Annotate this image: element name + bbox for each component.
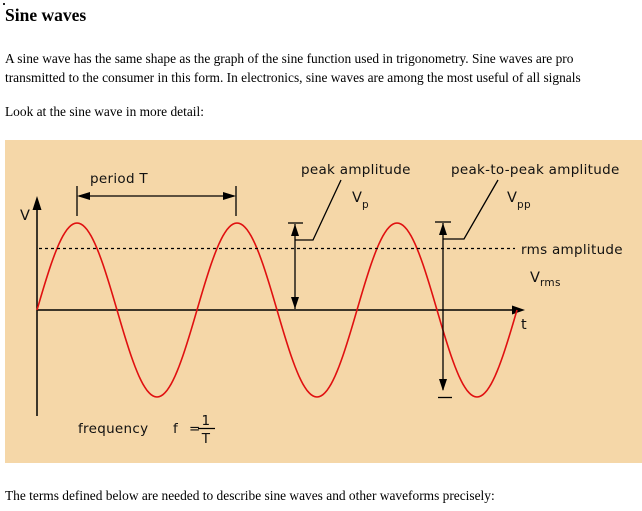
v-axis-arrow-icon — [32, 196, 42, 210]
peak-symbol-subscript: p — [362, 199, 369, 211]
stray-dot — [3, 3, 5, 5]
rms-symbol-subscript: rms — [540, 277, 561, 289]
p2p-symbol-subscript: pp — [517, 199, 531, 211]
p2p-up-arrow-icon — [439, 223, 447, 235]
p2p-symbol-base: V — [507, 190, 517, 206]
frequency-denominator: T — [201, 431, 211, 447]
intro-paragraph: A sine wave has the same shape as the gr… — [5, 49, 642, 87]
period-right-arrow-icon — [223, 192, 236, 200]
p2p-down-arrow-icon — [439, 379, 447, 391]
lead-in-text: Look at the sine wave in more detail: — [5, 104, 204, 119]
intro-paragraph-line-2: transmitted to the consumer in this form… — [5, 70, 581, 85]
v-axis-label: V — [20, 208, 30, 224]
peak-to-peak-label: peak-to-peak amplitude — [451, 162, 620, 178]
rms-symbol-base: V — [530, 270, 540, 286]
peak-down-arrow-icon — [291, 297, 299, 309]
frequency-word: frequency — [78, 421, 148, 437]
peak-symbol-base: V — [352, 190, 362, 206]
p2p-callout-line — [443, 179, 499, 240]
frequency-equals: = — [189, 421, 201, 437]
period-label: period T — [90, 171, 148, 187]
frequency-numerator: 1 — [202, 413, 211, 429]
sine-wave-path — [36, 222, 518, 398]
peak-up-arrow-icon — [291, 224, 299, 236]
t-axis-label: t — [521, 317, 527, 333]
page-title: Sine waves — [5, 5, 87, 25]
peak-callout-line — [295, 179, 342, 241]
rms-amplitude-label: rms amplitude — [521, 242, 623, 258]
peak-amplitude-label: peak amplitude — [301, 162, 411, 178]
intro-paragraph-line-1: A sine wave has the same shape as the gr… — [5, 51, 574, 66]
period-left-arrow-icon — [77, 192, 90, 200]
t-axis-arrow-icon — [512, 305, 525, 315]
sine-wave-diagram: V t period T peak amplitude V p peak-to-… — [5, 140, 642, 463]
footer-paragraph: The terms defined below are needed to de… — [5, 488, 495, 503]
frequency-f: f — [173, 421, 179, 437]
